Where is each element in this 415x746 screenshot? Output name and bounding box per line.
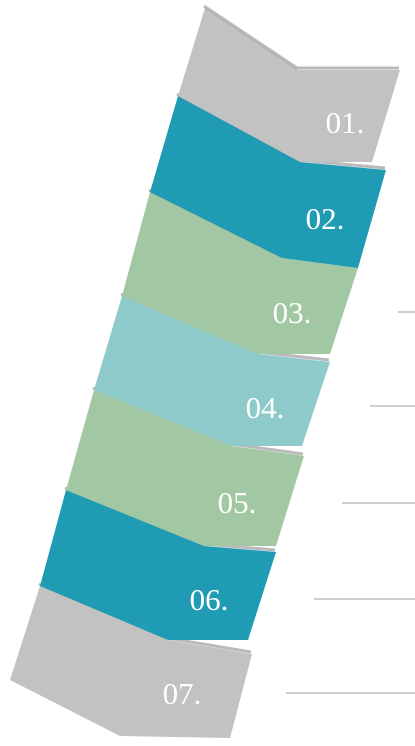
step-label: 03. [273,295,312,330]
chevron-steps: 07. 06. 05. 04. 03. 02. 01. [10,4,400,738]
chevron-shape [66,390,304,546]
chevron-shape [40,490,276,640]
chevron-shape [122,192,358,354]
step-label: 06. [190,582,229,617]
chevron-shape [94,296,330,446]
chevron-shape [150,96,386,268]
chevron-shape [178,8,400,162]
chevron-shape [10,586,252,738]
step-label: 04. [246,390,285,425]
chevron-step-1: 01. [178,4,400,162]
connector-lines [286,311,415,694]
step-label: 02. [306,201,345,236]
step-label: 05. [218,485,257,520]
step-label: 07. [163,676,202,711]
step-label: 01. [326,105,365,140]
chevron-shadow [203,4,399,70]
